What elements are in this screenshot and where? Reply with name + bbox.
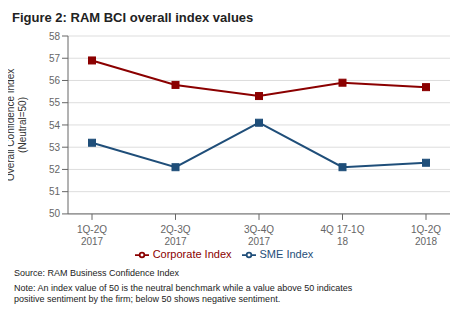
svg-text:50: 50	[49, 208, 61, 219]
svg-text:2Q-3Q2017: 2Q-3Q2017	[160, 224, 190, 247]
html-text:Figure 2: RAM BCI overall inde: Figure 2: RAM BCI overall index values	[12, 10, 254, 25]
svg-text:55: 55	[49, 97, 61, 108]
html-text:Corporate Index: Corporate Index	[152, 247, 232, 260]
svg-text:56: 56	[49, 75, 61, 86]
svg-text:51: 51	[49, 186, 61, 197]
html-text:Source: RAM Business Confidenc: Source: RAM Business Confidence Index	[14, 268, 180, 278]
svg-text:52: 52	[49, 164, 61, 175]
svg-text:57: 57	[49, 53, 61, 64]
svg-text:1Q-2Q2018: 1Q-2Q2018	[411, 224, 441, 247]
svg-text:58: 58	[49, 31, 61, 42]
html-text:Note: An index value of 50 is: Note: An index value of 50 is the neutra…	[14, 283, 353, 304]
svg-text:3Q-4Q2017: 3Q-4Q2017	[244, 224, 274, 247]
svg-text:Overall Confidence Index(Neutr: Overall Confidence Index(Neutral=50)	[8, 69, 28, 181]
html-text:SME Index: SME Index	[259, 247, 314, 260]
svg-text:53: 53	[49, 142, 61, 153]
svg-text:54: 54	[49, 120, 61, 131]
svg-text:1Q-2Q2017: 1Q-2Q2017	[77, 224, 107, 247]
svg-text:4Q 17-1Q18: 4Q 17-1Q18	[321, 224, 365, 247]
